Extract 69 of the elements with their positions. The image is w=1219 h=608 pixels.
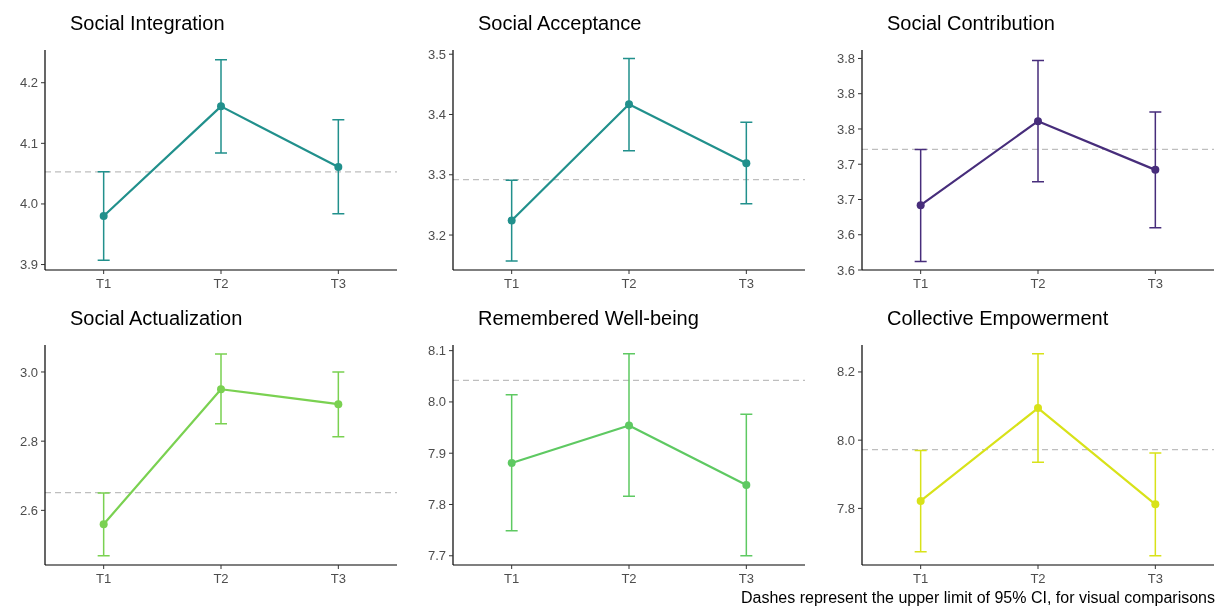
y-tick-label: 3.3 [427, 167, 446, 183]
x-tick-label: T1 [504, 571, 520, 586]
y-tick-label: 7.8 [427, 497, 446, 513]
x-tick-label: T1 [913, 571, 929, 586]
y-tick-label: 3.8 [836, 121, 855, 137]
chart-title: Remembered Well-being [478, 307, 699, 329]
y-tick-label: 3.6 [836, 262, 855, 278]
y-tick-label: 3.7 [836, 156, 855, 172]
point [507, 458, 516, 467]
y-tick-label: 2.8 [19, 433, 38, 449]
chart-title: Social Acceptance [478, 12, 642, 34]
x-tick-label: T3 [330, 276, 346, 291]
point [625, 421, 633, 430]
x-tick-label: T1 [96, 276, 112, 291]
x-tick-label: T2 [1030, 276, 1046, 291]
y-tick-label: 3.4 [427, 107, 446, 123]
y-tick-label: 7.9 [427, 445, 446, 461]
point [217, 385, 225, 394]
y-tick-label: 4.2 [19, 75, 38, 91]
y-tick-label: 3.9 [19, 257, 38, 273]
point [1151, 500, 1160, 509]
point [1034, 117, 1042, 126]
point [99, 520, 108, 529]
x-tick-label: T3 [1147, 276, 1163, 291]
point [507, 216, 516, 225]
chart-title: Collective Empowerment [887, 307, 1109, 329]
y-tick-label: 8.0 [427, 394, 446, 410]
y-tick-label: 3.0 [19, 364, 38, 380]
point [334, 162, 343, 171]
x-tick-label: T3 [330, 571, 346, 586]
y-tick-label: 2.6 [19, 502, 38, 518]
point [217, 102, 225, 111]
chart-title: Social Contribution [887, 12, 1055, 34]
y-tick-label: 3.2 [427, 227, 446, 243]
x-tick-label: T1 [913, 276, 929, 291]
point [99, 212, 108, 221]
x-tick-label: T2 [213, 571, 229, 586]
y-tick-label: 7.8 [836, 500, 855, 516]
point [742, 159, 751, 168]
x-tick-label: T3 [738, 571, 754, 586]
y-tick-label: 8.0 [836, 432, 855, 448]
x-tick-label: T2 [1030, 571, 1046, 586]
y-tick-label: 4.0 [19, 196, 38, 212]
point [334, 400, 343, 409]
y-tick-label: 3.7 [836, 192, 855, 208]
y-tick-label: 8.1 [427, 343, 446, 359]
y-tick-label: 4.1 [19, 135, 38, 151]
x-tick-label: T1 [96, 571, 112, 586]
y-tick-label: 3.8 [836, 51, 855, 67]
x-tick-label: T1 [504, 276, 520, 291]
point [916, 201, 925, 210]
y-tick-label: 7.7 [427, 548, 446, 564]
x-tick-label: T3 [1147, 571, 1163, 586]
chart-title: Social Actualization [70, 307, 243, 329]
y-tick-label: 8.2 [836, 364, 855, 380]
y-tick-label: 3.6 [836, 227, 855, 243]
text: Dashes represent the upper limit of 95% CI, for visual comparisons [741, 589, 1215, 606]
point [1034, 404, 1042, 413]
x-tick-label: T2 [621, 276, 637, 291]
point [625, 100, 633, 109]
point [916, 496, 925, 505]
y-tick-label: 3.8 [836, 86, 855, 102]
x-tick-label: T2 [621, 571, 637, 586]
chart-title: Social Integration [70, 12, 225, 34]
point [1151, 165, 1160, 174]
x-tick-label: T2 [213, 276, 229, 291]
point [742, 481, 751, 489]
x-tick-label: T3 [738, 276, 754, 291]
y-tick-label: 3.5 [427, 46, 446, 62]
